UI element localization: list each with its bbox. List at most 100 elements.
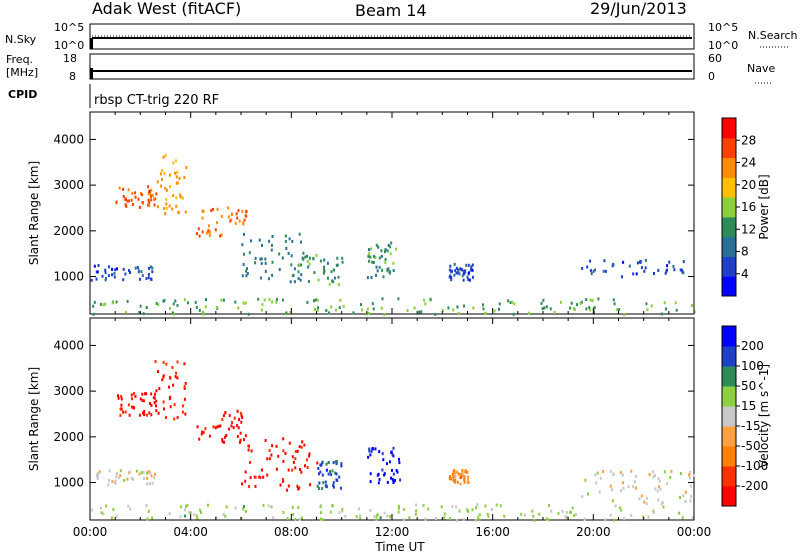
data-pixel — [290, 254, 293, 258]
nsky-tick-bottom: 10^0 — [54, 39, 84, 52]
data-pixel — [382, 458, 385, 462]
data-pixel — [565, 510, 568, 514]
data-pixel — [205, 231, 208, 235]
data-pixel — [234, 221, 237, 225]
data-pixel — [440, 505, 443, 509]
xaxis-tick-label: 08:00 — [274, 525, 309, 539]
data-pixel — [467, 277, 470, 281]
data-pixel — [261, 243, 263, 247]
data-pixel — [457, 268, 460, 272]
data-pixel — [684, 490, 687, 494]
data-pixel — [647, 515, 650, 519]
data-pixel — [306, 458, 308, 462]
data-pixel — [420, 310, 423, 314]
data-pixel — [275, 297, 278, 301]
data-pixel — [201, 216, 204, 220]
data-pixel — [175, 175, 178, 179]
data-pixel — [317, 278, 320, 282]
xaxis-tick-label: 00:00 — [73, 525, 108, 539]
data-pixel — [487, 514, 490, 518]
data-pixel — [640, 266, 643, 270]
data-pixel — [234, 300, 237, 304]
data-pixel — [599, 476, 602, 480]
data-pixel — [183, 385, 186, 389]
data-pixel — [271, 273, 274, 277]
data-pixel — [414, 512, 417, 516]
data-pixel — [120, 397, 123, 401]
data-pixel — [482, 307, 485, 311]
data-pixel — [361, 308, 363, 312]
data-pixel — [450, 278, 453, 282]
nsky-label: N.Sky — [5, 33, 37, 46]
data-pixel — [293, 280, 296, 284]
data-pixel — [569, 510, 572, 514]
data-pixel — [462, 278, 465, 282]
data-pixel — [632, 485, 635, 489]
data-pixel — [464, 470, 467, 474]
data-pixel — [181, 196, 184, 200]
data-pixel — [324, 480, 327, 484]
data-pixel — [463, 475, 466, 479]
data-pixel — [359, 513, 362, 517]
data-pixel — [147, 203, 150, 207]
data-pixel — [427, 507, 430, 511]
data-pixel — [306, 300, 309, 304]
data-pixel — [180, 505, 183, 509]
data-pixel — [272, 516, 275, 520]
data-pixel — [134, 266, 137, 270]
data-pixel — [689, 476, 691, 480]
data-pixel — [297, 270, 300, 274]
data-pixel — [216, 425, 219, 429]
data-pixel — [92, 304, 95, 308]
data-pixel — [176, 170, 179, 174]
data-pixel — [168, 375, 171, 379]
data-pixel — [653, 272, 655, 275]
data-pixel — [147, 276, 150, 280]
data-pixel — [317, 467, 320, 470]
data-pixel — [662, 505, 665, 509]
data-pixel — [284, 234, 287, 238]
data-pixel — [486, 512, 489, 516]
data-pixel — [242, 505, 245, 509]
data-pixel — [184, 514, 187, 518]
data-pixel — [585, 298, 588, 301]
data-pixel — [278, 268, 281, 272]
data-pixel — [448, 268, 451, 272]
data-pixel — [319, 505, 322, 509]
beam-title: Beam 14 — [355, 1, 427, 20]
data-pixel — [406, 309, 409, 312]
data-pixel — [331, 504, 334, 507]
data-pixel — [598, 490, 601, 494]
data-pixel — [184, 381, 187, 385]
data-pixel — [223, 440, 226, 444]
data-pixel — [645, 502, 648, 506]
data-pixel — [357, 507, 360, 511]
data-pixel — [139, 304, 142, 308]
data-pixel — [468, 278, 471, 282]
data-pixel — [264, 261, 267, 265]
data-pixel — [125, 310, 128, 314]
data-pixel — [294, 517, 297, 521]
data-pixel — [620, 489, 622, 493]
data-pixel — [306, 259, 309, 263]
data-pixel — [240, 420, 243, 424]
data-pixel — [261, 303, 264, 307]
data-pixel — [340, 462, 343, 466]
data-pixel — [271, 243, 273, 247]
data-pixel — [630, 469, 633, 473]
data-pixel — [140, 270, 143, 274]
data-pixel — [609, 470, 612, 473]
data-pixel — [236, 434, 239, 438]
data-pixel — [202, 210, 205, 213]
data-pixel — [503, 514, 506, 518]
data-pixel — [471, 508, 474, 512]
data-pixel — [126, 299, 129, 303]
data-pixel — [149, 265, 152, 269]
data-pixel — [470, 265, 473, 269]
data-pixel — [342, 304, 345, 308]
data-pixel — [155, 389, 158, 393]
data-pixel — [113, 272, 116, 275]
data-pixel — [196, 516, 199, 520]
data-pixel — [228, 414, 231, 418]
data-pixel — [184, 210, 187, 214]
